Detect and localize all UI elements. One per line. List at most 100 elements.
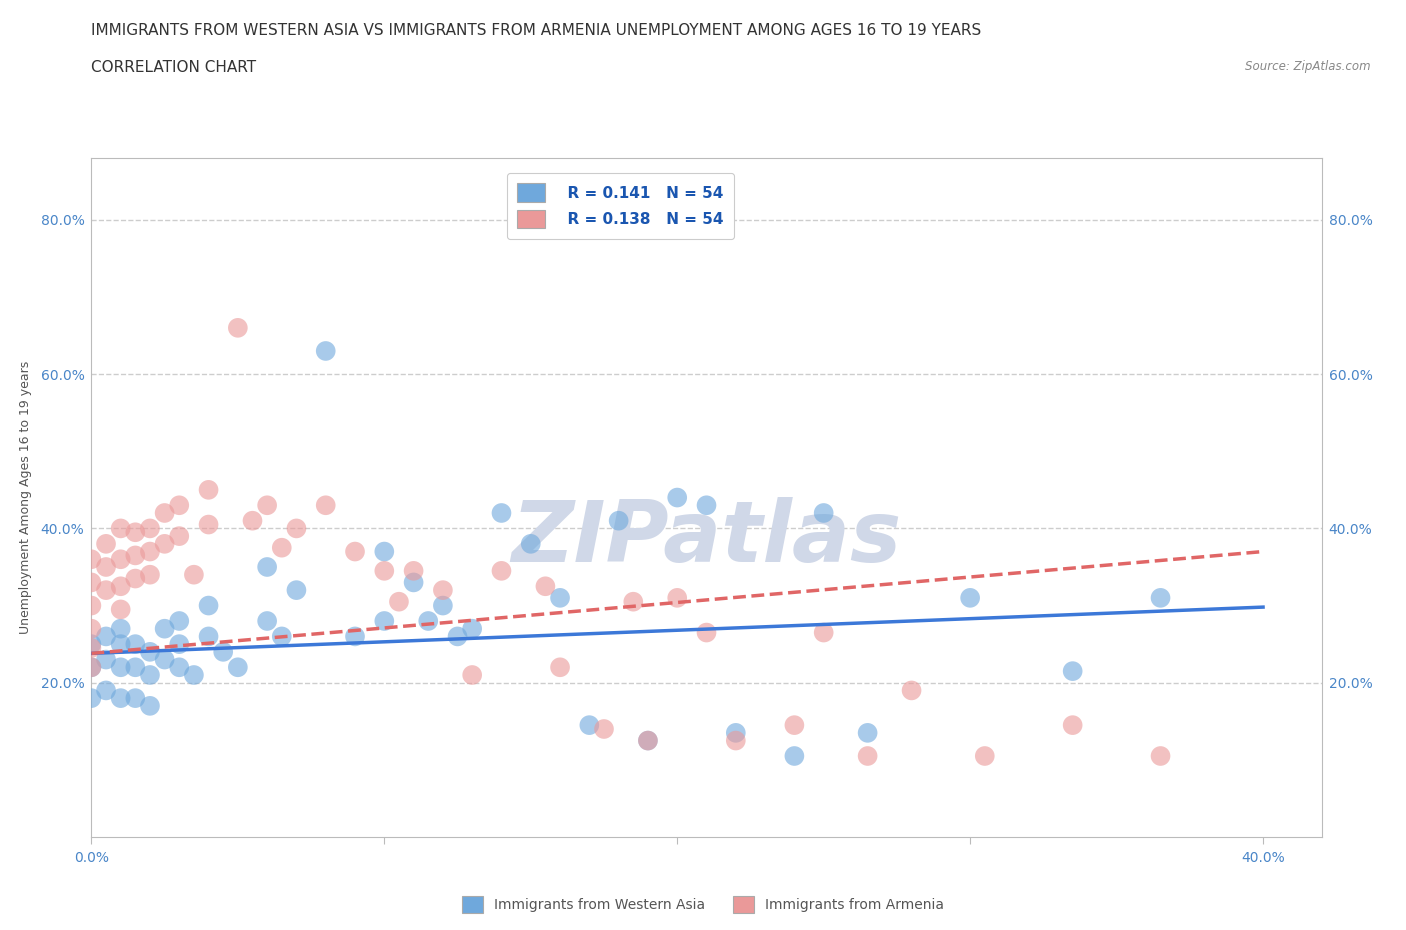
Point: [388, 594, 411, 609]
Point: [139, 668, 162, 683]
Point: [856, 725, 879, 740]
Point: [197, 629, 219, 644]
Point: [110, 637, 132, 652]
Point: [637, 733, 659, 748]
Point: [124, 525, 146, 539]
Point: [373, 544, 395, 559]
Point: [139, 567, 162, 582]
Point: [153, 537, 176, 551]
Point: [432, 583, 454, 598]
Point: [226, 660, 249, 675]
Point: [110, 660, 132, 675]
Point: [491, 506, 513, 521]
Point: [124, 548, 146, 563]
Point: [139, 544, 162, 559]
Y-axis label: Unemployment Among Ages 16 to 19 years: Unemployment Among Ages 16 to 19 years: [20, 361, 32, 634]
Point: [666, 490, 689, 505]
Point: [80, 641, 103, 656]
Point: [94, 629, 117, 644]
Point: [373, 564, 395, 578]
Point: [80, 598, 103, 613]
Point: [139, 644, 162, 659]
Point: [373, 614, 395, 629]
Point: [270, 629, 292, 644]
Point: [695, 625, 717, 640]
Point: [197, 598, 219, 613]
Point: [534, 578, 557, 593]
Point: [124, 660, 146, 675]
Point: [80, 660, 103, 675]
Point: [183, 668, 205, 683]
Point: [402, 564, 425, 578]
Point: [80, 691, 103, 706]
Point: [80, 551, 103, 566]
Point: [94, 537, 117, 551]
Point: [1062, 664, 1084, 679]
Point: [813, 625, 835, 640]
Point: [256, 614, 278, 629]
Point: [169, 637, 191, 652]
Point: [285, 521, 308, 536]
Point: [695, 498, 717, 512]
Point: [1149, 591, 1171, 605]
Point: [110, 551, 132, 566]
Point: [1149, 749, 1171, 764]
Point: [519, 537, 541, 551]
Point: [197, 517, 219, 532]
Point: [900, 683, 922, 698]
Point: [666, 591, 689, 605]
Point: [783, 749, 806, 764]
Point: [724, 733, 747, 748]
Point: [80, 660, 103, 675]
Point: [621, 594, 644, 609]
Point: [593, 722, 616, 737]
Point: [578, 718, 600, 733]
Point: [110, 521, 132, 536]
Point: [153, 506, 176, 521]
Point: [110, 578, 132, 593]
Point: [94, 652, 117, 667]
Legend: Immigrants from Western Asia, Immigrants from Armenia: Immigrants from Western Asia, Immigrants…: [457, 890, 949, 919]
Point: [343, 629, 366, 644]
Point: [637, 733, 659, 748]
Legend:   R = 0.141   N = 54,   R = 0.138   N = 54: R = 0.141 N = 54, R = 0.138 N = 54: [506, 173, 734, 239]
Point: [94, 560, 117, 575]
Point: [153, 652, 176, 667]
Point: [197, 483, 219, 498]
Point: [212, 644, 235, 659]
Point: [813, 506, 835, 521]
Point: [959, 591, 981, 605]
Point: [110, 602, 132, 617]
Point: [169, 498, 191, 512]
Point: [402, 575, 425, 590]
Point: [80, 621, 103, 636]
Point: [724, 725, 747, 740]
Point: [124, 637, 146, 652]
Point: [169, 614, 191, 629]
Point: [461, 668, 484, 683]
Point: [94, 683, 117, 698]
Point: [285, 583, 308, 598]
Point: [548, 660, 571, 675]
Point: [80, 575, 103, 590]
Text: ZIPatlas: ZIPatlas: [512, 497, 901, 579]
Point: [418, 614, 440, 629]
Point: [548, 591, 571, 605]
Point: [183, 567, 205, 582]
Point: [169, 528, 191, 543]
Point: [270, 540, 292, 555]
Point: [491, 564, 513, 578]
Point: [1062, 718, 1084, 733]
Point: [110, 691, 132, 706]
Point: [153, 621, 176, 636]
Point: [80, 637, 103, 652]
Point: [461, 621, 484, 636]
Point: [242, 513, 264, 528]
Point: [343, 544, 366, 559]
Point: [607, 513, 630, 528]
Point: [124, 571, 146, 586]
Point: [856, 749, 879, 764]
Point: [256, 560, 278, 575]
Text: IMMIGRANTS FROM WESTERN ASIA VS IMMIGRANTS FROM ARMENIA UNEMPLOYMENT AMONG AGES : IMMIGRANTS FROM WESTERN ASIA VS IMMIGRAN…: [91, 23, 981, 38]
Point: [169, 660, 191, 675]
